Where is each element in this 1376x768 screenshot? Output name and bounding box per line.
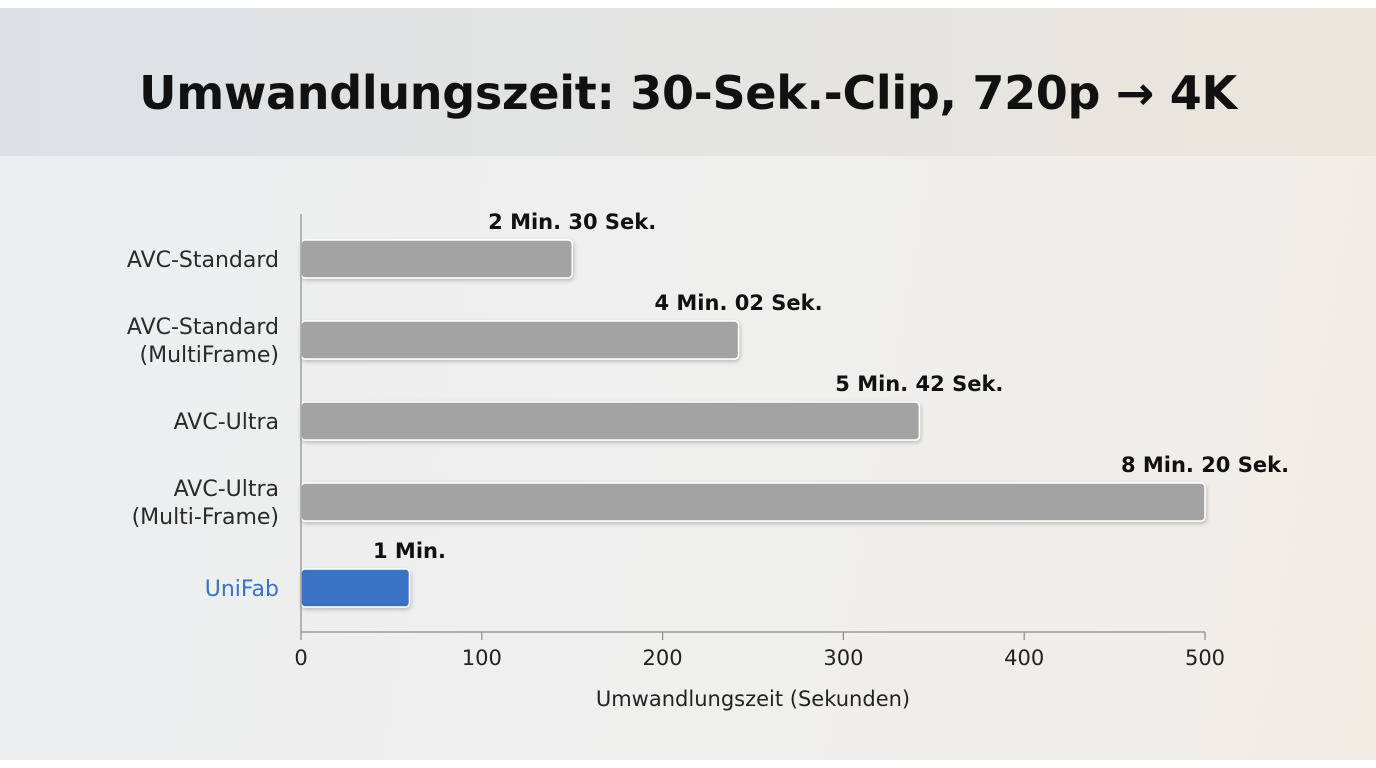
category-label-1-1: (MultiFrame) bbox=[140, 343, 280, 368]
x-tick-label-0: 0 bbox=[294, 646, 307, 670]
chart-frame: Umwandlungszeit: 30-Sek.-Clip, 720p → 4K… bbox=[0, 8, 1376, 760]
category-labels: AVC-Standard AVC-Standard (MultiFrame) AVC-… bbox=[127, 248, 279, 602]
bar-0 bbox=[300, 239, 573, 279]
value-label-4: 1 Min. bbox=[373, 539, 446, 563]
value-labels: 2 Min. 30 Sek. 4 Min. 02 Sek. 5 Min. 42 Se… bbox=[373, 210, 1289, 563]
bar-chart: AVC-Standard AVC-Standard (MultiFrame) AVC-… bbox=[127, 210, 1289, 711]
chart-title: Umwandlungszeit: 30-Sek.-Clip, 720p → 4K bbox=[139, 66, 1237, 120]
value-label-0: 2 Min. 30 Sek. bbox=[488, 210, 656, 234]
category-label-3-1: (Multi-Frame) bbox=[132, 505, 279, 530]
category-label-3-0: AVC-Ultra bbox=[174, 477, 279, 502]
bars bbox=[300, 239, 1206, 608]
bar-4 bbox=[300, 568, 411, 608]
bar-1 bbox=[300, 320, 740, 360]
x-tick-label-1: 100 bbox=[462, 646, 502, 670]
category-label-0-0: AVC-Standard bbox=[127, 248, 279, 273]
category-label-1-0: AVC-Standard bbox=[127, 315, 279, 340]
value-label-1: 4 Min. 02 Sek. bbox=[654, 291, 822, 315]
category-label-2-0: AVC-Ultra bbox=[174, 410, 279, 435]
category-label-4-0: UniFab bbox=[205, 577, 279, 602]
x-tick-label-3: 300 bbox=[823, 646, 863, 670]
bar-3 bbox=[300, 482, 1206, 522]
title-banner bbox=[0, 8, 1376, 156]
value-label-2: 5 Min. 42 Sek. bbox=[835, 372, 1003, 396]
x-tick-label-5: 500 bbox=[1185, 646, 1225, 670]
x-axis-title: Umwandlungszeit (Sekunden) bbox=[596, 687, 910, 711]
x-axis: 0 100 200 300 400 500 bbox=[294, 214, 1225, 670]
x-tick-label-2: 200 bbox=[643, 646, 683, 670]
bar-2 bbox=[300, 401, 921, 441]
x-tick-label-4: 400 bbox=[1004, 646, 1044, 670]
value-label-3: 8 Min. 20 Sek. bbox=[1121, 453, 1289, 477]
